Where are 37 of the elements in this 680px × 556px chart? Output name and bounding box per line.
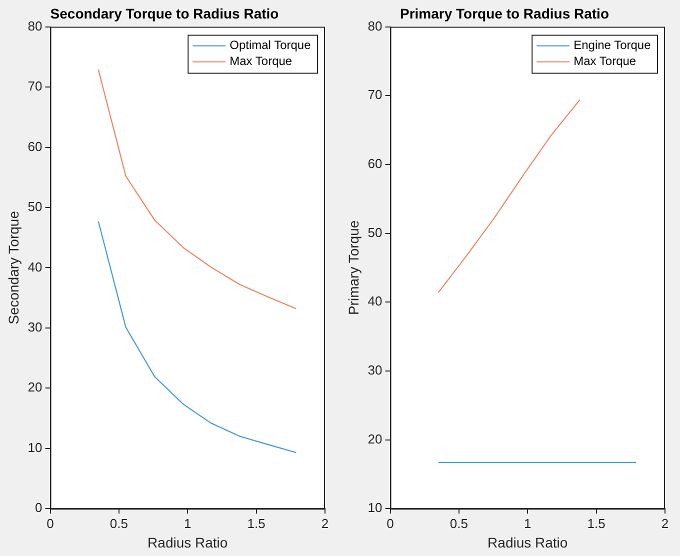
chart-title: Secondary Torque to Radius Ratio: [50, 5, 279, 22]
y-tick-label: 70: [368, 87, 382, 102]
y-tick-label: 50: [368, 224, 382, 240]
y-tick-label: 0: [35, 500, 42, 516]
y-tick-label: 20: [368, 431, 382, 446]
y-tick-label: 20: [28, 380, 42, 395]
x-tick-label: 0.5: [450, 516, 468, 531]
x-tick-label: 1: [184, 516, 192, 531]
x-tick-label: 1.5: [587, 516, 606, 531]
legend-label: Max Torque: [574, 54, 636, 68]
legend-label: Max Torque: [230, 54, 292, 68]
x-tick-label: 0: [46, 516, 54, 531]
y-tick-label: 30: [28, 320, 42, 335]
y-tick-label: 40: [368, 294, 382, 309]
x-tick-label: 0: [386, 516, 394, 531]
y-tick-label: 50: [28, 199, 42, 214]
chart-title: Primary Torque to Radius Ratio: [400, 5, 609, 22]
x-tick-label: 1.5: [247, 516, 266, 531]
y-tick-label: 80: [368, 18, 382, 34]
y-tick-label: 10: [28, 440, 42, 455]
y-tick-label: 80: [28, 18, 42, 34]
y-tick-label: 30: [368, 362, 382, 378]
y-tick-label: 60: [368, 156, 382, 172]
y-tick-label: 70: [28, 78, 42, 94]
x-tick-label: 2: [661, 516, 669, 531]
y-axis-title: Secondary Torque: [5, 210, 22, 324]
legend-label: Optimal Torque: [230, 38, 312, 52]
x-axis-title: Radius Ratio: [148, 534, 228, 550]
y-tick-label: 40: [28, 259, 42, 274]
x-axis-title: Radius Ratio: [488, 534, 568, 550]
y-tick-label: 60: [28, 138, 42, 154]
x-tick-label: 2: [321, 516, 329, 531]
y-tick-label: 10: [368, 500, 382, 516]
legend-label: Engine Torque: [574, 38, 652, 52]
y-axis-title: Primary Torque: [345, 220, 362, 316]
x-tick-label: 0.5: [110, 516, 128, 531]
x-tick-label: 1: [524, 516, 532, 531]
